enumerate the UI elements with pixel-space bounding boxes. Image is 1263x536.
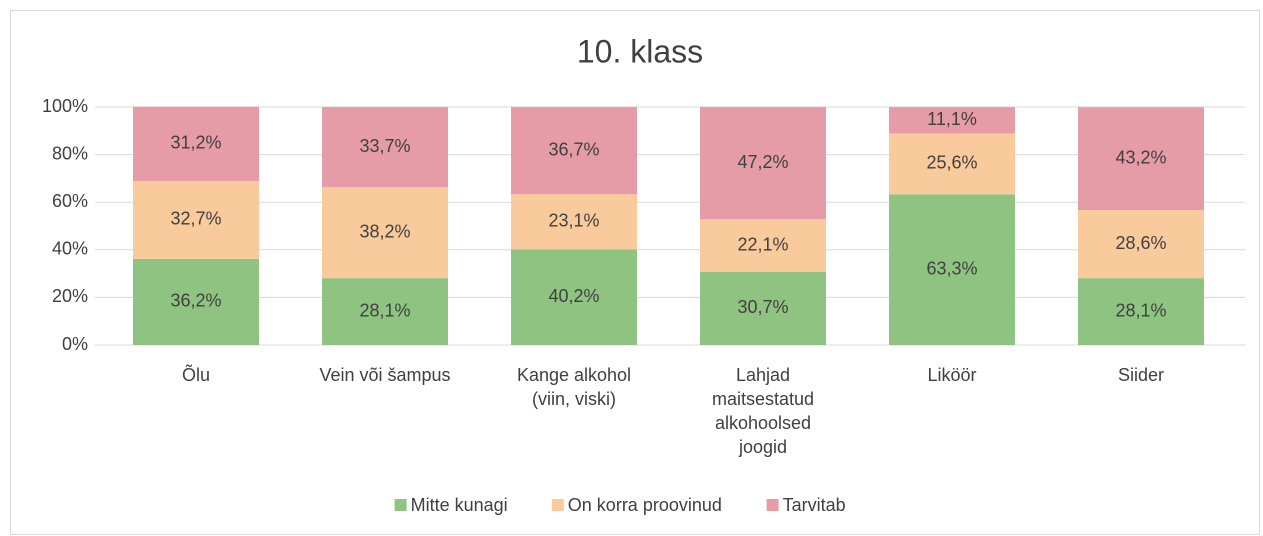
- data-label: 25,6%: [926, 153, 977, 173]
- bar-segment: [133, 106, 259, 182]
- bar-segment: [133, 181, 259, 259]
- legend-swatch: [394, 499, 407, 511]
- bar-segment: [700, 107, 826, 220]
- data-label: 36,2%: [170, 291, 221, 311]
- y-tick-label: 100%: [42, 96, 88, 116]
- x-tick-label: Liköör: [927, 365, 976, 385]
- data-label: 31,2%: [170, 133, 221, 153]
- x-tick-label: Õlu: [182, 364, 210, 385]
- x-tick-label: Lahjad maitsestatud alkohoolsed joogid: [712, 365, 814, 457]
- bar-segment: [511, 249, 637, 345]
- data-label: 38,2%: [359, 221, 410, 241]
- legend-label: Mitte kunagi: [411, 495, 508, 515]
- legend-swatch: [551, 499, 564, 511]
- y-tick-label: 0%: [62, 334, 88, 354]
- data-label: 40,2%: [548, 286, 599, 306]
- bar-segment: [700, 271, 826, 345]
- data-label: 63,3%: [926, 258, 977, 278]
- x-tick-label: Siider: [1118, 365, 1164, 385]
- data-label: 11,1%: [927, 109, 977, 129]
- bar-segment: [511, 194, 637, 250]
- bar-segment: [322, 278, 448, 345]
- data-label: 36,7%: [548, 139, 599, 159]
- bar-segment: [133, 258, 259, 345]
- data-label: 43,2%: [1115, 147, 1166, 167]
- bar-segment: [1078, 107, 1204, 211]
- data-label: 28,1%: [359, 300, 410, 320]
- y-tick-label: 20%: [52, 286, 88, 306]
- legend-swatch: [766, 499, 779, 511]
- data-label: 22,1%: [737, 234, 788, 254]
- bar-segment: [889, 107, 1015, 134]
- chart-title: 10. klass: [577, 33, 703, 69]
- data-label: 28,1%: [1115, 300, 1166, 320]
- legend-label: Tarvitab: [783, 495, 846, 515]
- data-label: 23,1%: [548, 211, 599, 231]
- data-label: 33,7%: [359, 136, 410, 156]
- bar-segment: [322, 107, 448, 188]
- y-tick-label: 40%: [52, 239, 88, 259]
- y-tick-label: 80%: [52, 143, 88, 163]
- bar-segment: [889, 133, 1015, 195]
- bar-segment: [889, 194, 1015, 345]
- x-tick-label: Vein või šampus: [319, 365, 450, 385]
- bar-segment: [700, 219, 826, 272]
- bar-segment: [322, 187, 448, 279]
- bar-segment: [1078, 210, 1204, 279]
- bar-segment: [511, 107, 637, 195]
- bar-segment: [1078, 278, 1204, 345]
- y-tick-label: 60%: [52, 191, 88, 211]
- legend-label: On korra proovinud: [568, 495, 722, 515]
- data-label: 28,6%: [1115, 233, 1166, 253]
- data-label: 47,2%: [737, 152, 788, 172]
- x-tick-label: Kange alkohol (viin, viski): [517, 365, 631, 409]
- data-label: 30,7%: [737, 297, 788, 317]
- data-label: 32,7%: [170, 209, 221, 229]
